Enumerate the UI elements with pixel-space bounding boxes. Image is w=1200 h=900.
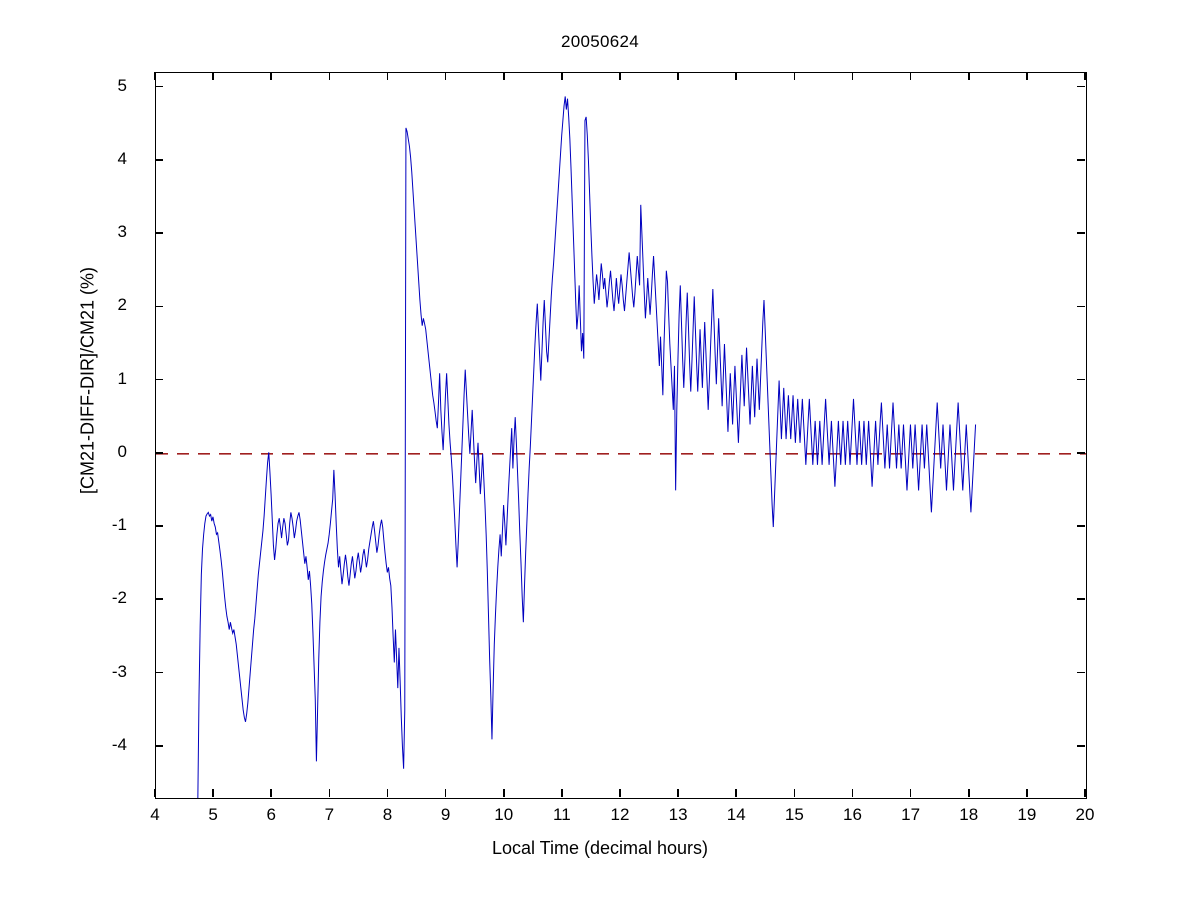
data-line-series-0 bbox=[197, 96, 977, 798]
x-tick-mark bbox=[212, 789, 214, 797]
data-series-group bbox=[197, 96, 977, 798]
x-tick-mark bbox=[851, 789, 854, 797]
x-tick-mark bbox=[909, 789, 912, 797]
x-tick-mark bbox=[851, 72, 854, 80]
x-tick-mark bbox=[270, 72, 273, 80]
y-tick-label: -1 bbox=[111, 515, 127, 535]
x-tick-label: 12 bbox=[610, 805, 630, 824]
y-tick-mark bbox=[155, 305, 163, 308]
y-tick-label: 4 bbox=[117, 148, 127, 168]
y-tick-mark bbox=[155, 85, 163, 88]
y-tick-label: 2 bbox=[117, 295, 127, 315]
x-tick-label: 19 bbox=[1017, 805, 1037, 824]
y-tick-mark bbox=[155, 378, 163, 381]
x-tick-mark bbox=[561, 789, 563, 797]
x-tick-mark bbox=[793, 789, 796, 797]
x-tick-mark bbox=[444, 72, 447, 80]
x-tick-mark bbox=[1084, 789, 1086, 797]
x-tick-mark bbox=[793, 72, 796, 80]
x-tick-label: 6 bbox=[266, 805, 276, 824]
x-tick-mark bbox=[1026, 789, 1028, 797]
x-tick-mark bbox=[502, 789, 505, 797]
x-tick-label: 7 bbox=[324, 805, 335, 824]
y-tick-label: -2 bbox=[111, 588, 127, 608]
y-tick-label: 1 bbox=[117, 368, 127, 388]
y-tick-mark bbox=[1077, 378, 1085, 381]
x-tick-mark bbox=[1084, 72, 1086, 80]
x-tick-mark bbox=[154, 72, 156, 80]
x-tick-label: 13 bbox=[668, 805, 688, 824]
y-axis-label: [CM21-DIFF-DIR]/CM21 (%) bbox=[77, 267, 98, 495]
y-tick-mark bbox=[1077, 525, 1085, 527]
y-tick-mark bbox=[155, 159, 163, 161]
x-tick-label: 14 bbox=[726, 805, 746, 824]
x-tick-label: 8 bbox=[382, 805, 393, 824]
y-tick-mark bbox=[155, 452, 163, 454]
x-tick-label: 17 bbox=[901, 805, 921, 824]
y-tick-label: 5 bbox=[117, 75, 127, 95]
y-tick-mark bbox=[1077, 305, 1085, 308]
x-tick-mark bbox=[909, 72, 912, 80]
y-tick-mark bbox=[1077, 452, 1085, 454]
plot-area bbox=[155, 72, 1087, 799]
y-tick-mark bbox=[155, 232, 163, 234]
x-tick-label: 16 bbox=[843, 805, 862, 824]
x-tick-mark bbox=[502, 72, 505, 80]
x-tick-label: 18 bbox=[959, 805, 979, 824]
x-tick-mark bbox=[328, 789, 331, 797]
x-tick-mark bbox=[619, 72, 621, 80]
y-tick-mark bbox=[155, 671, 163, 674]
x-tick-mark bbox=[735, 72, 738, 80]
y-tick-mark bbox=[1077, 232, 1085, 234]
x-tick-mark bbox=[677, 789, 679, 797]
y-tick-label: 0 bbox=[117, 441, 127, 461]
x-tick-label: 5 bbox=[208, 805, 218, 824]
y-tick-label: -3 bbox=[111, 661, 127, 681]
x-tick-mark bbox=[735, 789, 738, 797]
plot-svg bbox=[156, 96, 1086, 798]
y-tick-mark bbox=[155, 598, 163, 601]
x-axis-label: Local Time (decimal hours) bbox=[491, 838, 709, 858]
y-tick-mark bbox=[155, 525, 163, 527]
x-tick-mark bbox=[328, 72, 331, 80]
x-tick-mark bbox=[386, 789, 389, 797]
x-tick-mark bbox=[561, 72, 563, 80]
x-tick-label: 9 bbox=[440, 805, 451, 824]
x-tick-mark bbox=[444, 789, 447, 797]
page-title: 20050624 bbox=[560, 32, 640, 51]
y-tick-mark bbox=[1077, 744, 1085, 747]
x-tick-label: 10 bbox=[494, 805, 514, 824]
y-tick-label: -4 bbox=[111, 734, 127, 754]
x-tick-label: 15 bbox=[784, 805, 804, 824]
y-axis-label-wrapper: [CM21-DIFF-DIR]/CM21 (%) bbox=[78, 31, 99, 731]
x-tick-mark bbox=[1026, 72, 1028, 80]
x-tick-label: 4 bbox=[150, 805, 160, 824]
x-tick-mark bbox=[386, 72, 389, 80]
x-tick-mark bbox=[212, 72, 214, 80]
y-tick-mark bbox=[155, 744, 163, 747]
x-tick-mark bbox=[677, 72, 679, 80]
x-tick-label: 11 bbox=[553, 805, 571, 824]
x-tick-label: 20 bbox=[1075, 805, 1095, 824]
y-tick-mark bbox=[1077, 159, 1085, 161]
x-tick-mark bbox=[154, 789, 156, 797]
x-tick-mark bbox=[619, 789, 621, 797]
y-tick-mark bbox=[1077, 598, 1085, 601]
y-tick-mark bbox=[1077, 85, 1085, 88]
y-tick-mark bbox=[1077, 671, 1085, 674]
x-tick-mark bbox=[270, 789, 273, 797]
x-tick-mark bbox=[967, 72, 970, 80]
y-tick-label: 3 bbox=[117, 222, 127, 242]
x-tick-mark bbox=[967, 789, 970, 797]
